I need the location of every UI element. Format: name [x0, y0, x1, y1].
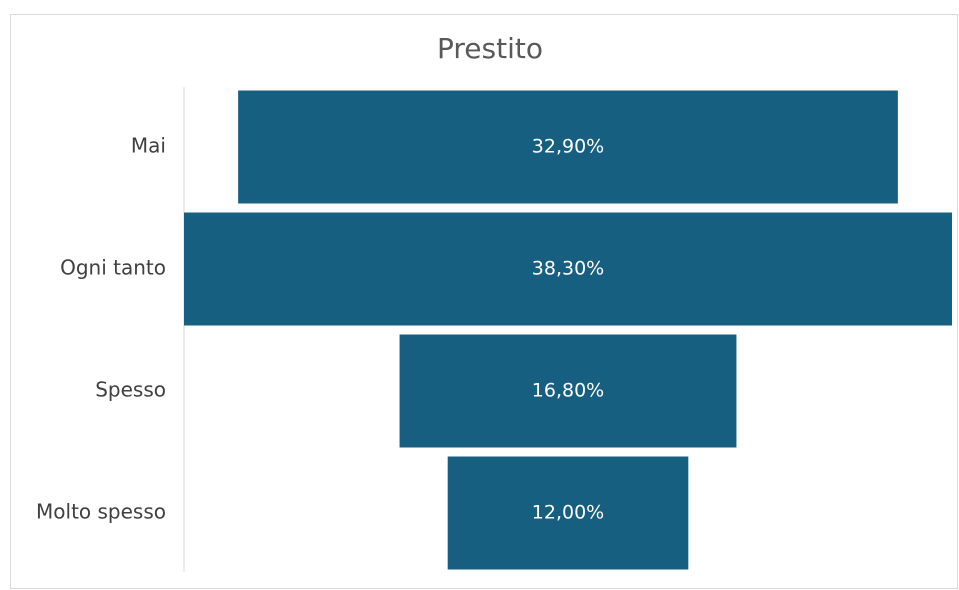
chart-title: Prestito: [437, 32, 543, 65]
bar: [238, 90, 898, 204]
category-label: Mai: [131, 134, 166, 158]
data-label: 12,00%: [532, 502, 604, 524]
category-label: Spesso: [95, 378, 166, 402]
data-label: 38,30%: [532, 258, 604, 280]
category-label: Ogni tanto: [60, 256, 166, 280]
category-label: Molto spesso: [36, 500, 166, 524]
data-label: 16,80%: [532, 380, 604, 402]
bar: [399, 334, 737, 448]
data-label: 32,90%: [532, 136, 604, 158]
bar: [447, 456, 689, 570]
bar: [184, 212, 952, 326]
